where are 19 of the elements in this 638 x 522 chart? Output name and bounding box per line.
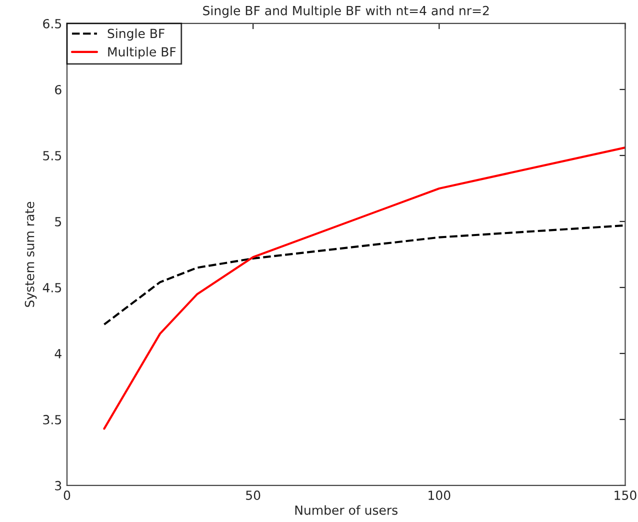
x-axis-title: Number of users xyxy=(295,505,398,515)
y-tick-label: 3 xyxy=(55,480,62,490)
x-tick-label: 0 xyxy=(64,490,70,500)
y-tick-label: 4.5 xyxy=(42,283,62,292)
x-tick-label: 50 xyxy=(246,490,260,500)
y-tick-label: 4 xyxy=(54,349,62,358)
chart-title: Single BF and Multiple BF with nt=4 and nr=2 xyxy=(203,6,489,18)
legend-label: Single BF xyxy=(108,28,164,41)
y-tick-label: 3.5 xyxy=(43,414,62,424)
y-axis-title: System sum rate xyxy=(24,202,37,307)
y-tick-label: 6 xyxy=(55,84,62,94)
y-tick-label: 6.5 xyxy=(43,18,62,28)
y-tick-label: 5 xyxy=(55,217,62,226)
x-tick-label: 150 xyxy=(614,490,636,500)
line-series xyxy=(103,146,626,430)
line-series xyxy=(103,224,626,326)
x-tick-label: 100 xyxy=(428,490,450,500)
y-tick-label: 5.5 xyxy=(43,151,62,160)
legend-label: Multiple BF xyxy=(108,46,176,59)
